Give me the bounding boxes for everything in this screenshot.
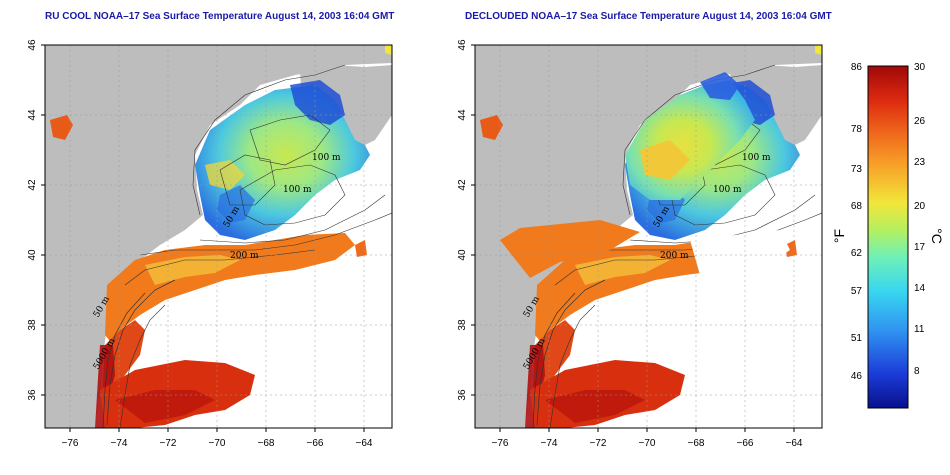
right-y-tick-label: 38 bbox=[457, 319, 468, 331]
left-x-tick-label: −64 bbox=[356, 438, 373, 449]
celsius-tick-label: 8 bbox=[914, 366, 920, 377]
fahrenheit-tick-label: 68 bbox=[851, 201, 863, 212]
celsius-tick-label: 11 bbox=[914, 324, 925, 335]
right-contour-label-200m: 200 m bbox=[660, 251, 689, 261]
right-x-tick-label: −72 bbox=[590, 438, 607, 449]
right-x-tick-label: −68 bbox=[688, 438, 705, 449]
left-x-tick-label: −76 bbox=[62, 438, 79, 449]
right-x-tick-label: −64 bbox=[786, 438, 803, 449]
left-x-tick-label: −66 bbox=[307, 438, 324, 449]
right-gridlines bbox=[475, 45, 822, 428]
colorbar-celsius-ticks: 30 26 23 20 17 14 11 8 bbox=[914, 62, 926, 377]
celsius-unit-label: °C bbox=[929, 228, 945, 244]
left-y-tick-label: 40 bbox=[27, 249, 38, 261]
right-map-frame bbox=[474, 44, 823, 429]
left-y-tick-label: 44 bbox=[27, 109, 38, 121]
fahrenheit-tick-label: 73 bbox=[851, 164, 863, 175]
right-x-tick-label: −70 bbox=[639, 438, 656, 449]
celsius-tick-label: 30 bbox=[914, 62, 926, 73]
left-panel-title: RU COOL NOAA–17 Sea Surface Temperature … bbox=[45, 11, 395, 22]
right-x-tick-label: −76 bbox=[492, 438, 509, 449]
right-x-tick-labels: −76 −74 −72 −70 −68 −66 −64 bbox=[492, 438, 803, 449]
right-y-tick-label: 40 bbox=[457, 249, 468, 261]
left-x-tick-labels: −76 −74 −72 −70 −68 −66 −64 bbox=[62, 438, 373, 449]
right-y-tick-label: 42 bbox=[457, 179, 468, 191]
left-sst-map bbox=[45, 45, 392, 428]
left-y-tick-label: 38 bbox=[27, 319, 38, 331]
fahrenheit-tick-label: 78 bbox=[851, 124, 863, 135]
left-x-tick-label: −72 bbox=[160, 438, 177, 449]
fahrenheit-tick-label: 86 bbox=[851, 62, 863, 73]
right-y-tick-label: 36 bbox=[457, 389, 468, 401]
colorbar bbox=[867, 65, 909, 409]
left-contour-label-100m-south: 100 m bbox=[283, 185, 312, 195]
right-axis-ticks bbox=[471, 44, 795, 432]
right-panel-title: DECLOUDED NOAA–17 Sea Surface Temperatur… bbox=[465, 11, 832, 22]
left-x-tick-label: −74 bbox=[111, 438, 128, 449]
right-x-tick-label: −74 bbox=[541, 438, 558, 449]
fahrenheit-tick-label: 62 bbox=[851, 248, 863, 259]
fahrenheit-tick-label: 46 bbox=[851, 371, 863, 382]
right-contour-label-100m-north: 100 m bbox=[742, 153, 771, 163]
left-y-tick-label: 42 bbox=[27, 179, 38, 191]
right-y-tick-labels: 46 44 42 40 38 36 bbox=[457, 39, 468, 401]
celsius-tick-label: 17 bbox=[914, 242, 926, 253]
left-y-tick-labels: 46 44 42 40 38 36 bbox=[27, 39, 38, 401]
fahrenheit-tick-label: 57 bbox=[851, 286, 863, 297]
left-contour-label-100m-north: 100 m bbox=[312, 153, 341, 163]
celsius-tick-label: 26 bbox=[914, 116, 926, 127]
left-contour-label-200m: 200 m bbox=[230, 251, 259, 261]
left-map-frame bbox=[44, 44, 393, 429]
left-axis-ticks bbox=[41, 44, 365, 432]
right-y-tick-label: 44 bbox=[457, 109, 468, 121]
right-contour-label-100m-south: 100 m bbox=[713, 185, 742, 195]
right-x-tick-label: −66 bbox=[737, 438, 754, 449]
fahrenheit-unit-label: °F bbox=[831, 229, 847, 243]
celsius-tick-label: 20 bbox=[914, 201, 926, 212]
right-y-tick-label: 46 bbox=[457, 39, 468, 51]
left-gridlines bbox=[45, 45, 392, 428]
left-y-tick-label: 46 bbox=[27, 39, 38, 51]
celsius-tick-label: 14 bbox=[914, 283, 926, 294]
right-sst-map bbox=[475, 45, 822, 428]
fahrenheit-tick-label: 51 bbox=[851, 333, 863, 344]
celsius-tick-label: 23 bbox=[914, 157, 926, 168]
left-y-tick-label: 36 bbox=[27, 389, 38, 401]
colorbar-fahrenheit-ticks: 86 78 73 68 62 57 51 46 bbox=[851, 62, 863, 382]
left-x-tick-label: −68 bbox=[258, 438, 275, 449]
left-x-tick-label: −70 bbox=[209, 438, 226, 449]
